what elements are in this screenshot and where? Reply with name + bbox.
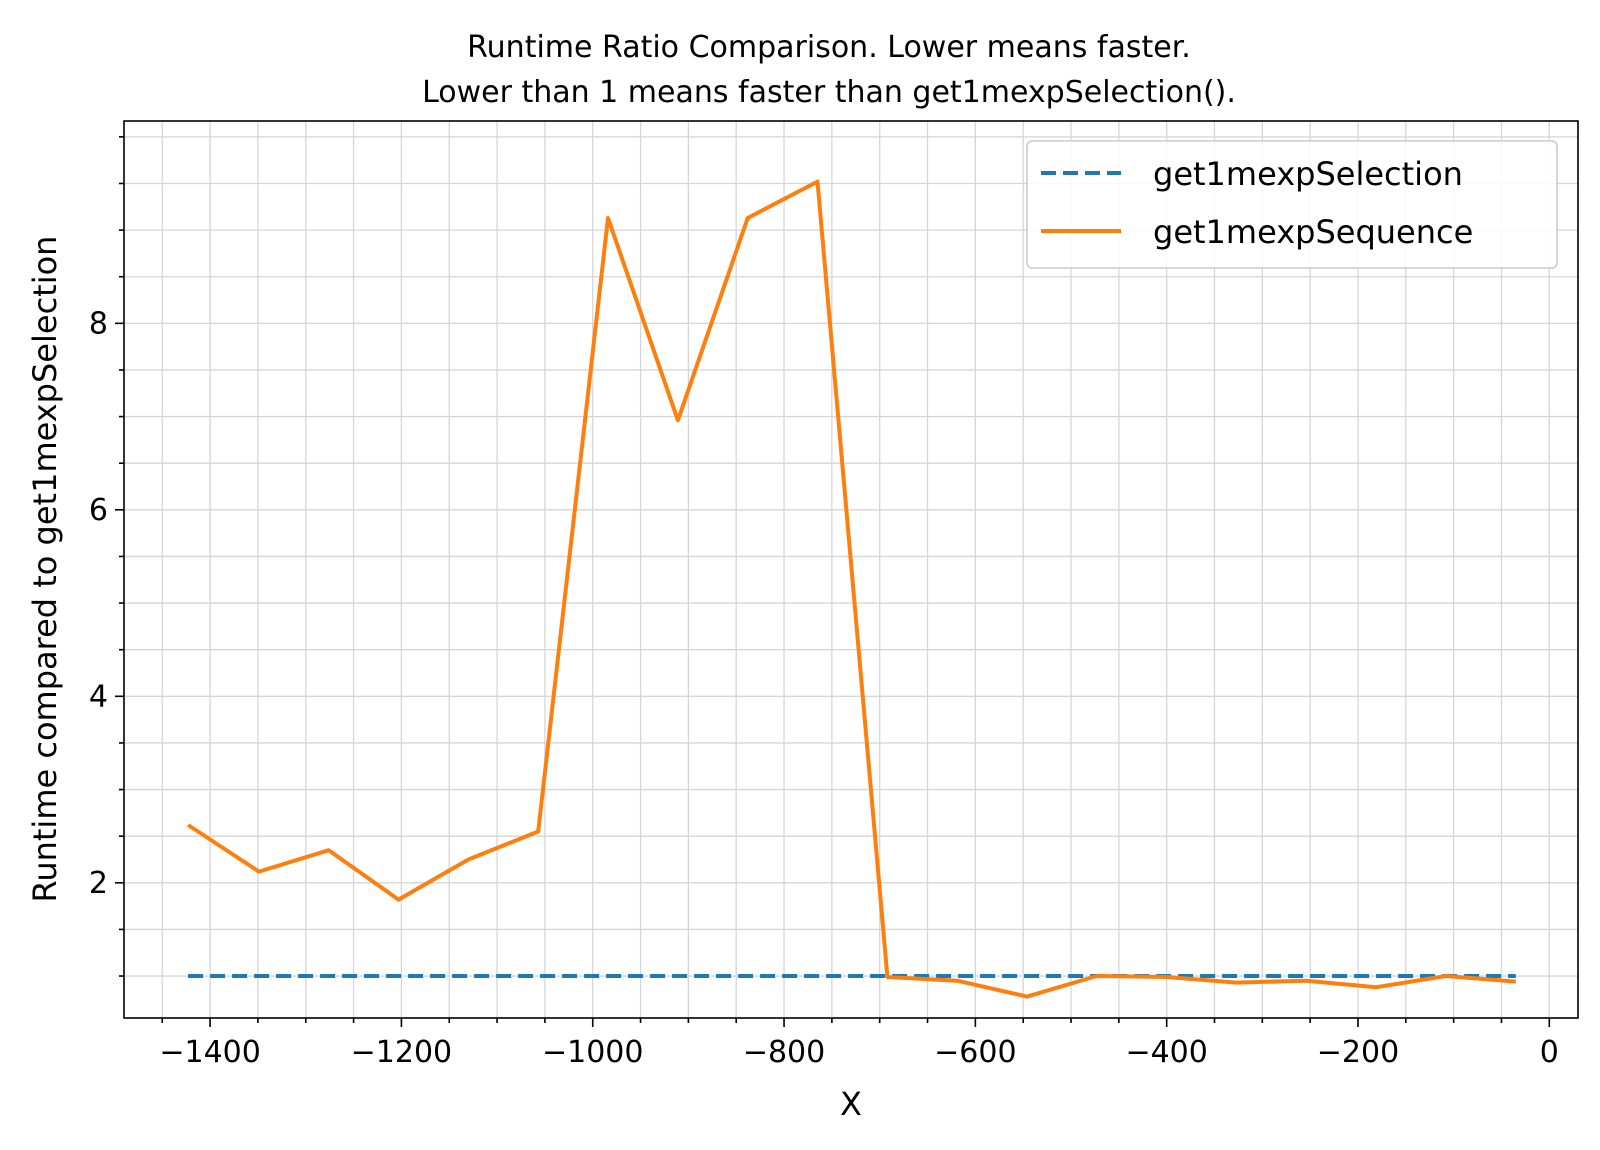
y-tick-label: 2	[89, 866, 108, 901]
x-tick-label: −400	[1125, 1035, 1207, 1070]
x-tick-label: −1000	[542, 1035, 643, 1070]
legend-label-get1mexpsequence: get1mexpSequence	[1153, 213, 1473, 251]
y-tick-label: 6	[89, 493, 108, 528]
y-tick-label: 8	[89, 306, 108, 341]
x-tick-label: −1200	[351, 1035, 452, 1070]
x-tick-label: −800	[743, 1035, 825, 1070]
chart-title-line-1: Runtime Ratio Comparison. Lower means fa…	[467, 30, 1191, 65]
plot-frame	[123, 120, 1579, 1019]
series-lines	[187, 179, 1516, 999]
series-line-get1mexpsequence	[187, 179, 1516, 999]
legend-label-get1mexpselection: get1mexpSelection	[1153, 155, 1463, 193]
legend: get1mexpSelection get1mexpSequence	[1026, 140, 1558, 269]
y-tick-label: 4	[89, 679, 108, 714]
axis-ticks: −1400 −1200 −1000 −800 −600 −400 −200 0 2 4 6 8	[89, 136, 1559, 1070]
y-axis-label: Runtime compared to get1mexpSelection	[26, 236, 64, 903]
x-tick-label: −200	[1317, 1035, 1399, 1070]
x-tick-label: −1400	[159, 1035, 260, 1070]
x-axis-label: X	[840, 1085, 862, 1123]
grid	[124, 121, 1578, 1018]
x-tick-label: −600	[934, 1035, 1016, 1070]
legend-box	[1026, 140, 1558, 269]
x-tick-label: 0	[1540, 1035, 1559, 1070]
chart-title-line-2: Lower than 1 means faster than get1mexpS…	[422, 75, 1236, 110]
